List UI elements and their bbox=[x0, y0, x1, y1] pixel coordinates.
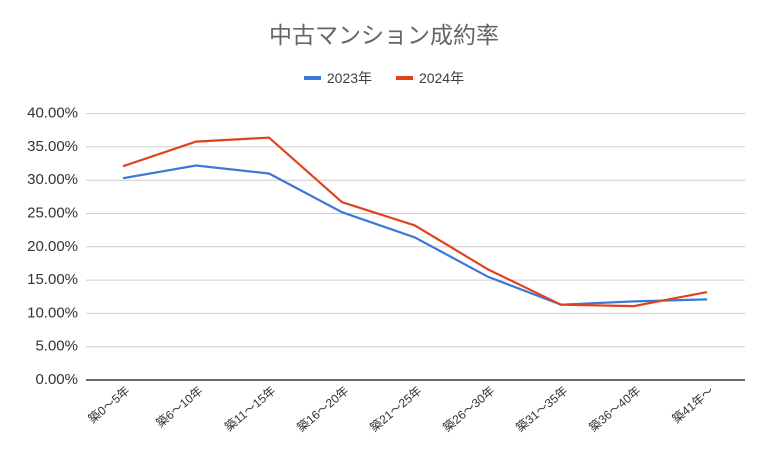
svg-text:25.00%: 25.00% bbox=[27, 205, 78, 222]
svg-text:35.00%: 35.00% bbox=[27, 138, 78, 155]
svg-text:築26～30年: 築26～30年 bbox=[440, 383, 498, 435]
svg-text:20.00%: 20.00% bbox=[27, 238, 78, 255]
svg-text:15.00%: 15.00% bbox=[27, 271, 78, 288]
svg-text:築36～40年: 築36～40年 bbox=[586, 383, 644, 435]
svg-text:築31～35年: 築31～35年 bbox=[513, 383, 571, 435]
svg-text:5.00%: 5.00% bbox=[35, 338, 78, 355]
svg-text:築6～10年: 築6～10年 bbox=[153, 383, 206, 431]
svg-text:築0～5年: 築0～5年 bbox=[85, 383, 132, 426]
svg-text:築41年～: 築41年～ bbox=[669, 383, 716, 426]
svg-text:築16～20年: 築16～20年 bbox=[294, 383, 352, 435]
svg-text:10.00%: 10.00% bbox=[27, 304, 78, 321]
svg-text:築11～15年: 築11～15年 bbox=[221, 383, 278, 434]
svg-text:40.00%: 40.00% bbox=[27, 105, 78, 122]
svg-text:0.00%: 0.00% bbox=[35, 371, 78, 388]
svg-text:30.00%: 30.00% bbox=[27, 171, 78, 188]
svg-text:築21～25年: 築21～25年 bbox=[367, 383, 425, 435]
